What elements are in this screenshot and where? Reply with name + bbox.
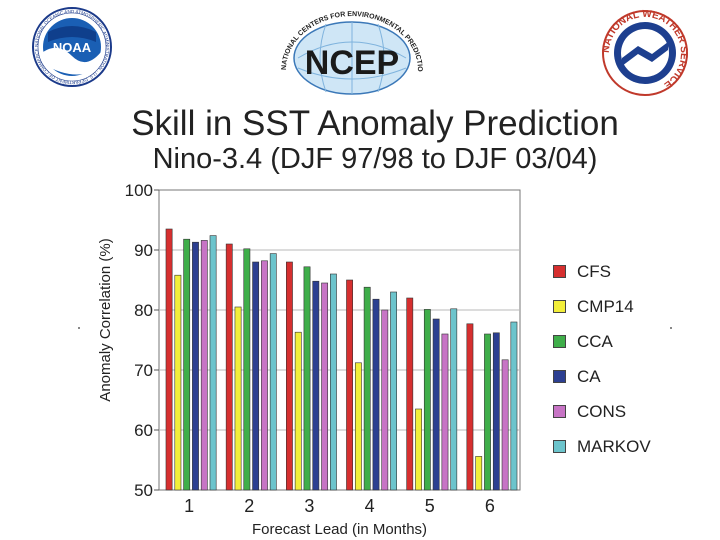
y-axis-label: Anomaly Correlation (%): [97, 238, 114, 401]
bar-cmp14: [174, 274, 182, 491]
bar-cmp14: [475, 456, 483, 491]
y-tick-label: 70: [134, 361, 153, 380]
legend-item-cmp14: CMP14: [553, 297, 693, 317]
legend-label: CCA: [577, 332, 613, 351]
bar-markov: [390, 291, 397, 491]
y-tick-label: 90: [134, 241, 153, 260]
bar-cmp14: [234, 306, 242, 491]
legend-label: CA: [577, 367, 601, 386]
bar-ca: [192, 241, 199, 491]
slide-edge-mark: [78, 327, 80, 329]
bar-cca: [183, 238, 191, 491]
bar-cfs: [466, 323, 474, 491]
bar-markov: [209, 235, 217, 491]
bar-cons: [501, 359, 509, 491]
bar-cfs: [346, 279, 353, 491]
nws-logo: NATIONAL WEATHER SERVICE: [601, 9, 689, 96]
legend-label: MARKOV: [577, 437, 651, 456]
legend-label: CMP14: [577, 297, 634, 316]
bar-ca: [252, 261, 260, 491]
bar-cons: [200, 240, 208, 491]
bar-cmp14: [354, 362, 362, 491]
bar-cca: [484, 333, 491, 491]
bar-ca: [492, 332, 500, 491]
x-tick-label: 4: [365, 496, 375, 516]
bar-cca: [423, 309, 431, 491]
x-tick-label: 6: [485, 496, 495, 516]
legend-item-cfs: CFS: [553, 262, 693, 282]
noaa-logo-text: NOAA: [53, 40, 92, 55]
bar-cmp14: [294, 331, 302, 491]
bar-cons: [261, 260, 268, 491]
bar-cca: [303, 266, 311, 491]
y-tick-label: 80: [134, 301, 153, 320]
bar-markov: [450, 308, 458, 491]
bar-cca: [363, 286, 371, 491]
legend-item-markov: MARKOV: [553, 437, 693, 457]
x-tick-label: 5: [425, 496, 435, 516]
x-tick-label: 1: [184, 496, 194, 516]
ncep-logo-text: NCEP: [305, 44, 399, 82]
legend-item-cca: CCA: [553, 332, 693, 352]
bar-ca: [312, 280, 320, 491]
y-tick-label: 60: [134, 421, 153, 440]
bar-ca: [372, 298, 380, 491]
legend-label: CONS: [577, 402, 627, 421]
legend-swatch: [553, 265, 566, 278]
legend-label: CFS: [577, 262, 611, 281]
y-tick-label: 100: [125, 181, 153, 200]
noaa-logo: NOAA NATIONAL OCEANIC AND ATMOSPHERIC AD…: [18, 6, 112, 87]
y-tick-label: 50: [134, 481, 153, 500]
bar-markov: [510, 321, 518, 491]
bar-cmp14: [415, 408, 422, 491]
legend-item-ca: CA: [553, 367, 693, 387]
bar-cfs: [225, 243, 233, 491]
x-tick-label: 2: [244, 496, 254, 516]
bar-cons: [321, 282, 329, 491]
bar-cfs: [165, 228, 173, 491]
bar-ca: [432, 318, 440, 491]
chart-subtitle: Nino-3.4 (DJF 97/98 to DJF 03/04): [152, 143, 598, 175]
legend-swatch: [553, 300, 566, 313]
bar-cca: [243, 248, 251, 491]
legend-swatch: [553, 370, 566, 383]
slide-edge-mark: [670, 327, 672, 329]
bar-markov: [330, 273, 337, 491]
chart-title: Skill in SST Anomaly Prediction: [131, 104, 619, 143]
ncep-logo: NCEP NATIONAL CENTERS FOR ENVIRONMENTAL …: [268, 6, 423, 95]
legend-swatch: [553, 440, 566, 453]
plot-area: [158, 189, 521, 491]
bar-cfs: [406, 297, 414, 491]
bar-cons: [381, 309, 389, 491]
bar-cons: [441, 333, 449, 491]
x-axis-label: Forecast Lead (in Months): [252, 521, 427, 538]
bar-markov: [269, 253, 277, 491]
legend-item-cons: CONS: [553, 402, 693, 422]
x-tick-label: 3: [304, 496, 314, 516]
legend-swatch: [553, 335, 566, 348]
legend-swatch: [553, 405, 566, 418]
bar-cfs: [286, 261, 293, 491]
